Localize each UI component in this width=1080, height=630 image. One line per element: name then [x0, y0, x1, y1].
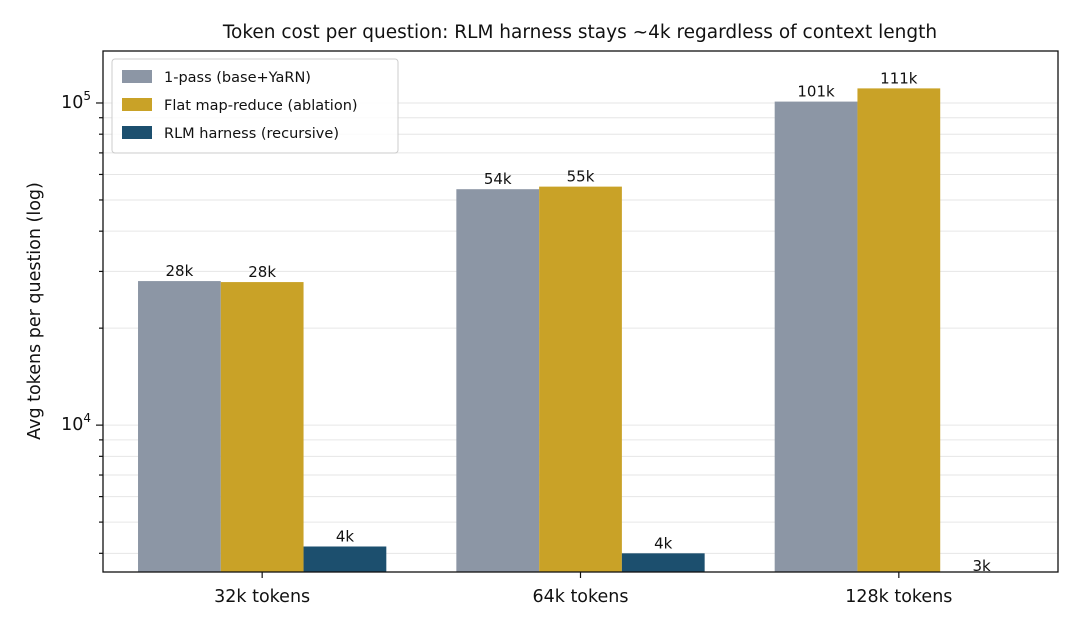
legend-label: 1-pass (base+YaRN) — [164, 70, 311, 86]
legend: 1-pass (base+YaRN) Flat map-reduce (ablat… — [111, 58, 399, 154]
bar-value-label: 4k — [336, 527, 355, 545]
ticks-layer: 104 105 32k tokens 64k tokens 128k tokens — [61, 89, 952, 607]
y-tick-label: 104 — [61, 411, 91, 435]
x-tick-label: 128k tokens — [845, 587, 952, 607]
bar — [857, 88, 941, 572]
bar-labels-layer: 28k 28k 4k 54k 55k 4k 101k 111k 3k — [166, 69, 992, 575]
legend-swatch — [122, 70, 152, 83]
bars-layer — [138, 88, 941, 573]
legend-box — [111, 58, 399, 154]
bar — [138, 281, 221, 572]
bar-value-label: 55k — [567, 168, 595, 186]
bar-value-label: 4k — [654, 534, 673, 552]
legend-swatch — [122, 126, 152, 139]
bar-value-label: 111k — [880, 69, 918, 87]
bar-value-label: 101k — [797, 83, 835, 101]
x-tick-label: 32k tokens — [214, 587, 310, 607]
legend-swatch — [122, 98, 152, 111]
legend-label: RLM harness (recursive) — [164, 126, 339, 142]
bar-value-label: 3k — [972, 557, 991, 575]
x-tick-label: 64k tokens — [532, 587, 628, 607]
bar-value-label: 54k — [484, 170, 512, 188]
bar — [774, 101, 858, 572]
legend-label: Flat map-reduce (ablation) — [164, 98, 358, 114]
bar-value-label: 28k — [166, 262, 194, 280]
bar — [220, 282, 304, 572]
bar — [303, 546, 387, 572]
bar — [539, 186, 622, 573]
chart-title: Token cost per question: RLM harness sta… — [222, 22, 937, 43]
y-axis-label: Avg tokens per question (log) — [25, 182, 45, 440]
bar — [621, 553, 705, 572]
bar-value-label: 28k — [248, 263, 276, 281]
y-tick-label: 105 — [61, 89, 91, 113]
bar — [456, 189, 540, 572]
